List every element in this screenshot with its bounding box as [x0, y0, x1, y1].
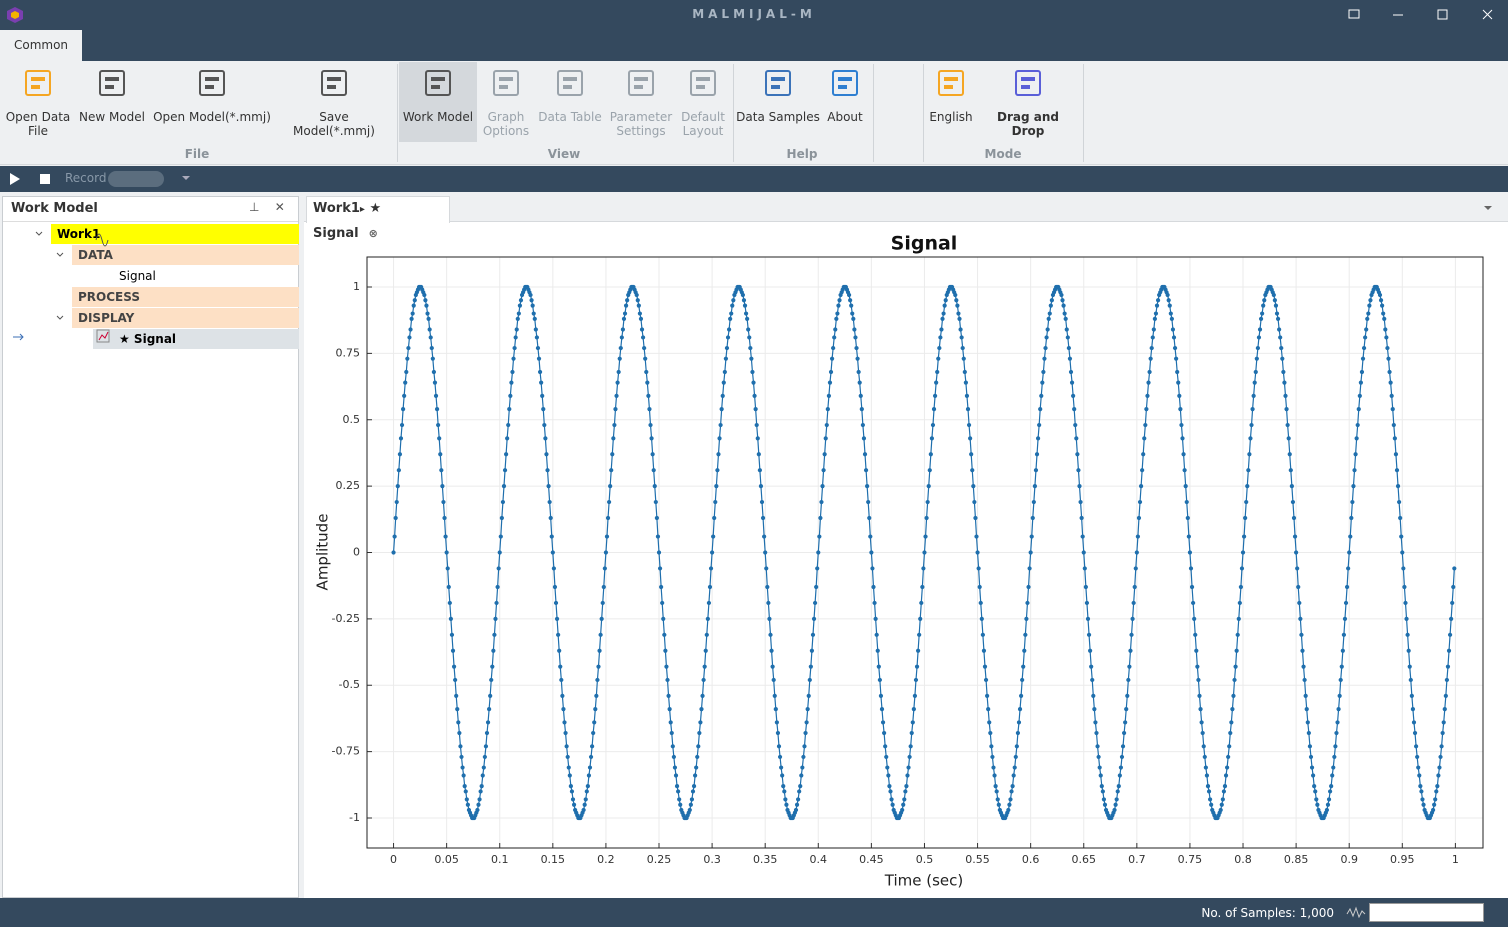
- status-bar: No. of Samples: 1,000: [0, 898, 1508, 927]
- tree-item[interactable]: ★ Signal: [93, 329, 299, 349]
- document-tab[interactable]: Work1▸ ★ Signal ⊗: [306, 196, 450, 241]
- ribbon-separator: [873, 64, 874, 162]
- ribbon-icon: [493, 70, 519, 96]
- ribbon-button[interactable]: Drag and Drop: [979, 62, 1077, 142]
- ribbon-icon: [628, 70, 654, 96]
- ribbon-button-label: Default Layout: [681, 110, 725, 138]
- ribbon-icon: [557, 70, 583, 96]
- ribbon-separator: [733, 64, 734, 162]
- ribbon-button[interactable]: Work Model: [399, 62, 477, 142]
- ribbon-button[interactable]: Parameter Settings: [608, 62, 674, 142]
- ribbon-button[interactable]: English: [926, 62, 976, 142]
- pin-close[interactable]: ⊥ ✕: [249, 200, 285, 214]
- play-stop[interactable]: [8, 172, 58, 186]
- ribbon-tab[interactable]: Common: [0, 30, 82, 61]
- tree-item[interactable]: Work1: [51, 224, 299, 244]
- ribbon-button[interactable]: New Model: [78, 62, 146, 142]
- ribbon-group-label: Help: [786, 147, 818, 161]
- ribbon-button[interactable]: Graph Options: [479, 62, 533, 142]
- wave-icon: [1346, 906, 1366, 918]
- status-combo[interactable]: [1369, 903, 1484, 922]
- ribbon-button[interactable]: Default Layout: [676, 62, 730, 142]
- document-area: Work1▸ ★ Signal ⊗: [304, 196, 1508, 898]
- ribbon: [0, 61, 1508, 165]
- ribbon-button[interactable]: Open Model(*.mmj): [152, 62, 272, 142]
- ribbon-button-label: Parameter Settings: [609, 110, 673, 138]
- ribbon-icon: [425, 70, 451, 96]
- tab-menu[interactable]: [1484, 206, 1492, 211]
- record-label: Record: [65, 171, 107, 185]
- ribbon-button[interactable]: Data Table: [535, 62, 605, 142]
- window-title: MALMIJAL-M: [692, 7, 816, 21]
- ribbon-button-label: Work Model: [402, 110, 474, 124]
- ribbon-button-label: Drag and Drop: [997, 110, 1059, 138]
- tree-item[interactable]: PROCESS: [72, 287, 299, 307]
- ribbon-button-label: English: [929, 110, 973, 124]
- ribbon-icon: [99, 70, 125, 96]
- sample-count: No. of Samples: 1,000: [1201, 906, 1334, 920]
- ribbon-button-label: About: [827, 110, 863, 124]
- panel-title: Work Model: [11, 201, 98, 216]
- ribbon-group-label: File: [184, 147, 210, 161]
- ribbon-button[interactable]: Save Model(*.mmj): [277, 62, 391, 142]
- window-controls[interactable]: [1340, 0, 1508, 30]
- ribbon-button-label: Open Data File: [5, 110, 71, 138]
- ribbon-button-label: Open Model(*.mmj): [153, 110, 271, 124]
- ribbon-button[interactable]: Data Samples: [736, 62, 820, 142]
- ribbon-icon: [199, 70, 225, 96]
- ribbon-icon: [321, 70, 347, 96]
- ribbon-button-label: Graph Options: [482, 110, 530, 138]
- tree-item[interactable]: DISPLAY: [72, 308, 299, 328]
- ribbon-icon: [25, 70, 51, 96]
- ribbon-button[interactable]: About: [823, 62, 867, 142]
- ribbon-separator: [923, 64, 924, 162]
- work-model-panel: Work Model ⊥ ✕ Work1 DATA Signal PROCESS…: [2, 196, 299, 898]
- ribbon-button-label: New Model: [78, 110, 146, 124]
- ribbon-button-label: Save Model(*.mmj): [293, 110, 375, 138]
- tree-item[interactable]: Signal: [119, 269, 156, 283]
- tab-path: Work1: [313, 201, 360, 216]
- dropdown-arrow[interactable]: [182, 176, 190, 182]
- toolbar: Record: [0, 166, 1508, 192]
- title-bar: MALMIJAL-M: [0, 0, 1508, 30]
- ribbon-group-label: View: [547, 147, 581, 161]
- tree-item[interactable]: DATA: [72, 245, 299, 265]
- ribbon-tab-row: [0, 30, 1508, 61]
- tab-separator: ▸: [359, 204, 365, 215]
- ribbon-separator: [397, 64, 398, 162]
- record-toggle[interactable]: [108, 171, 164, 187]
- ribbon-icon: [765, 70, 791, 96]
- ribbon-button[interactable]: Open Data File: [3, 62, 73, 142]
- ribbon-button-label: Data Table: [538, 110, 602, 124]
- ribbon-group-label: Mode: [984, 147, 1022, 161]
- ribbon-separator: [1083, 64, 1084, 162]
- tree-glyphs: [13, 231, 110, 343]
- ribbon-icon: [832, 70, 858, 96]
- ribbon-button-label: Data Samples: [736, 110, 820, 124]
- tab-name: ★ Signal: [313, 201, 382, 241]
- app-icon: [7, 7, 23, 23]
- ribbon-icon: [1015, 70, 1041, 96]
- ribbon-icon: [938, 70, 964, 96]
- ribbon-icon: [690, 70, 716, 96]
